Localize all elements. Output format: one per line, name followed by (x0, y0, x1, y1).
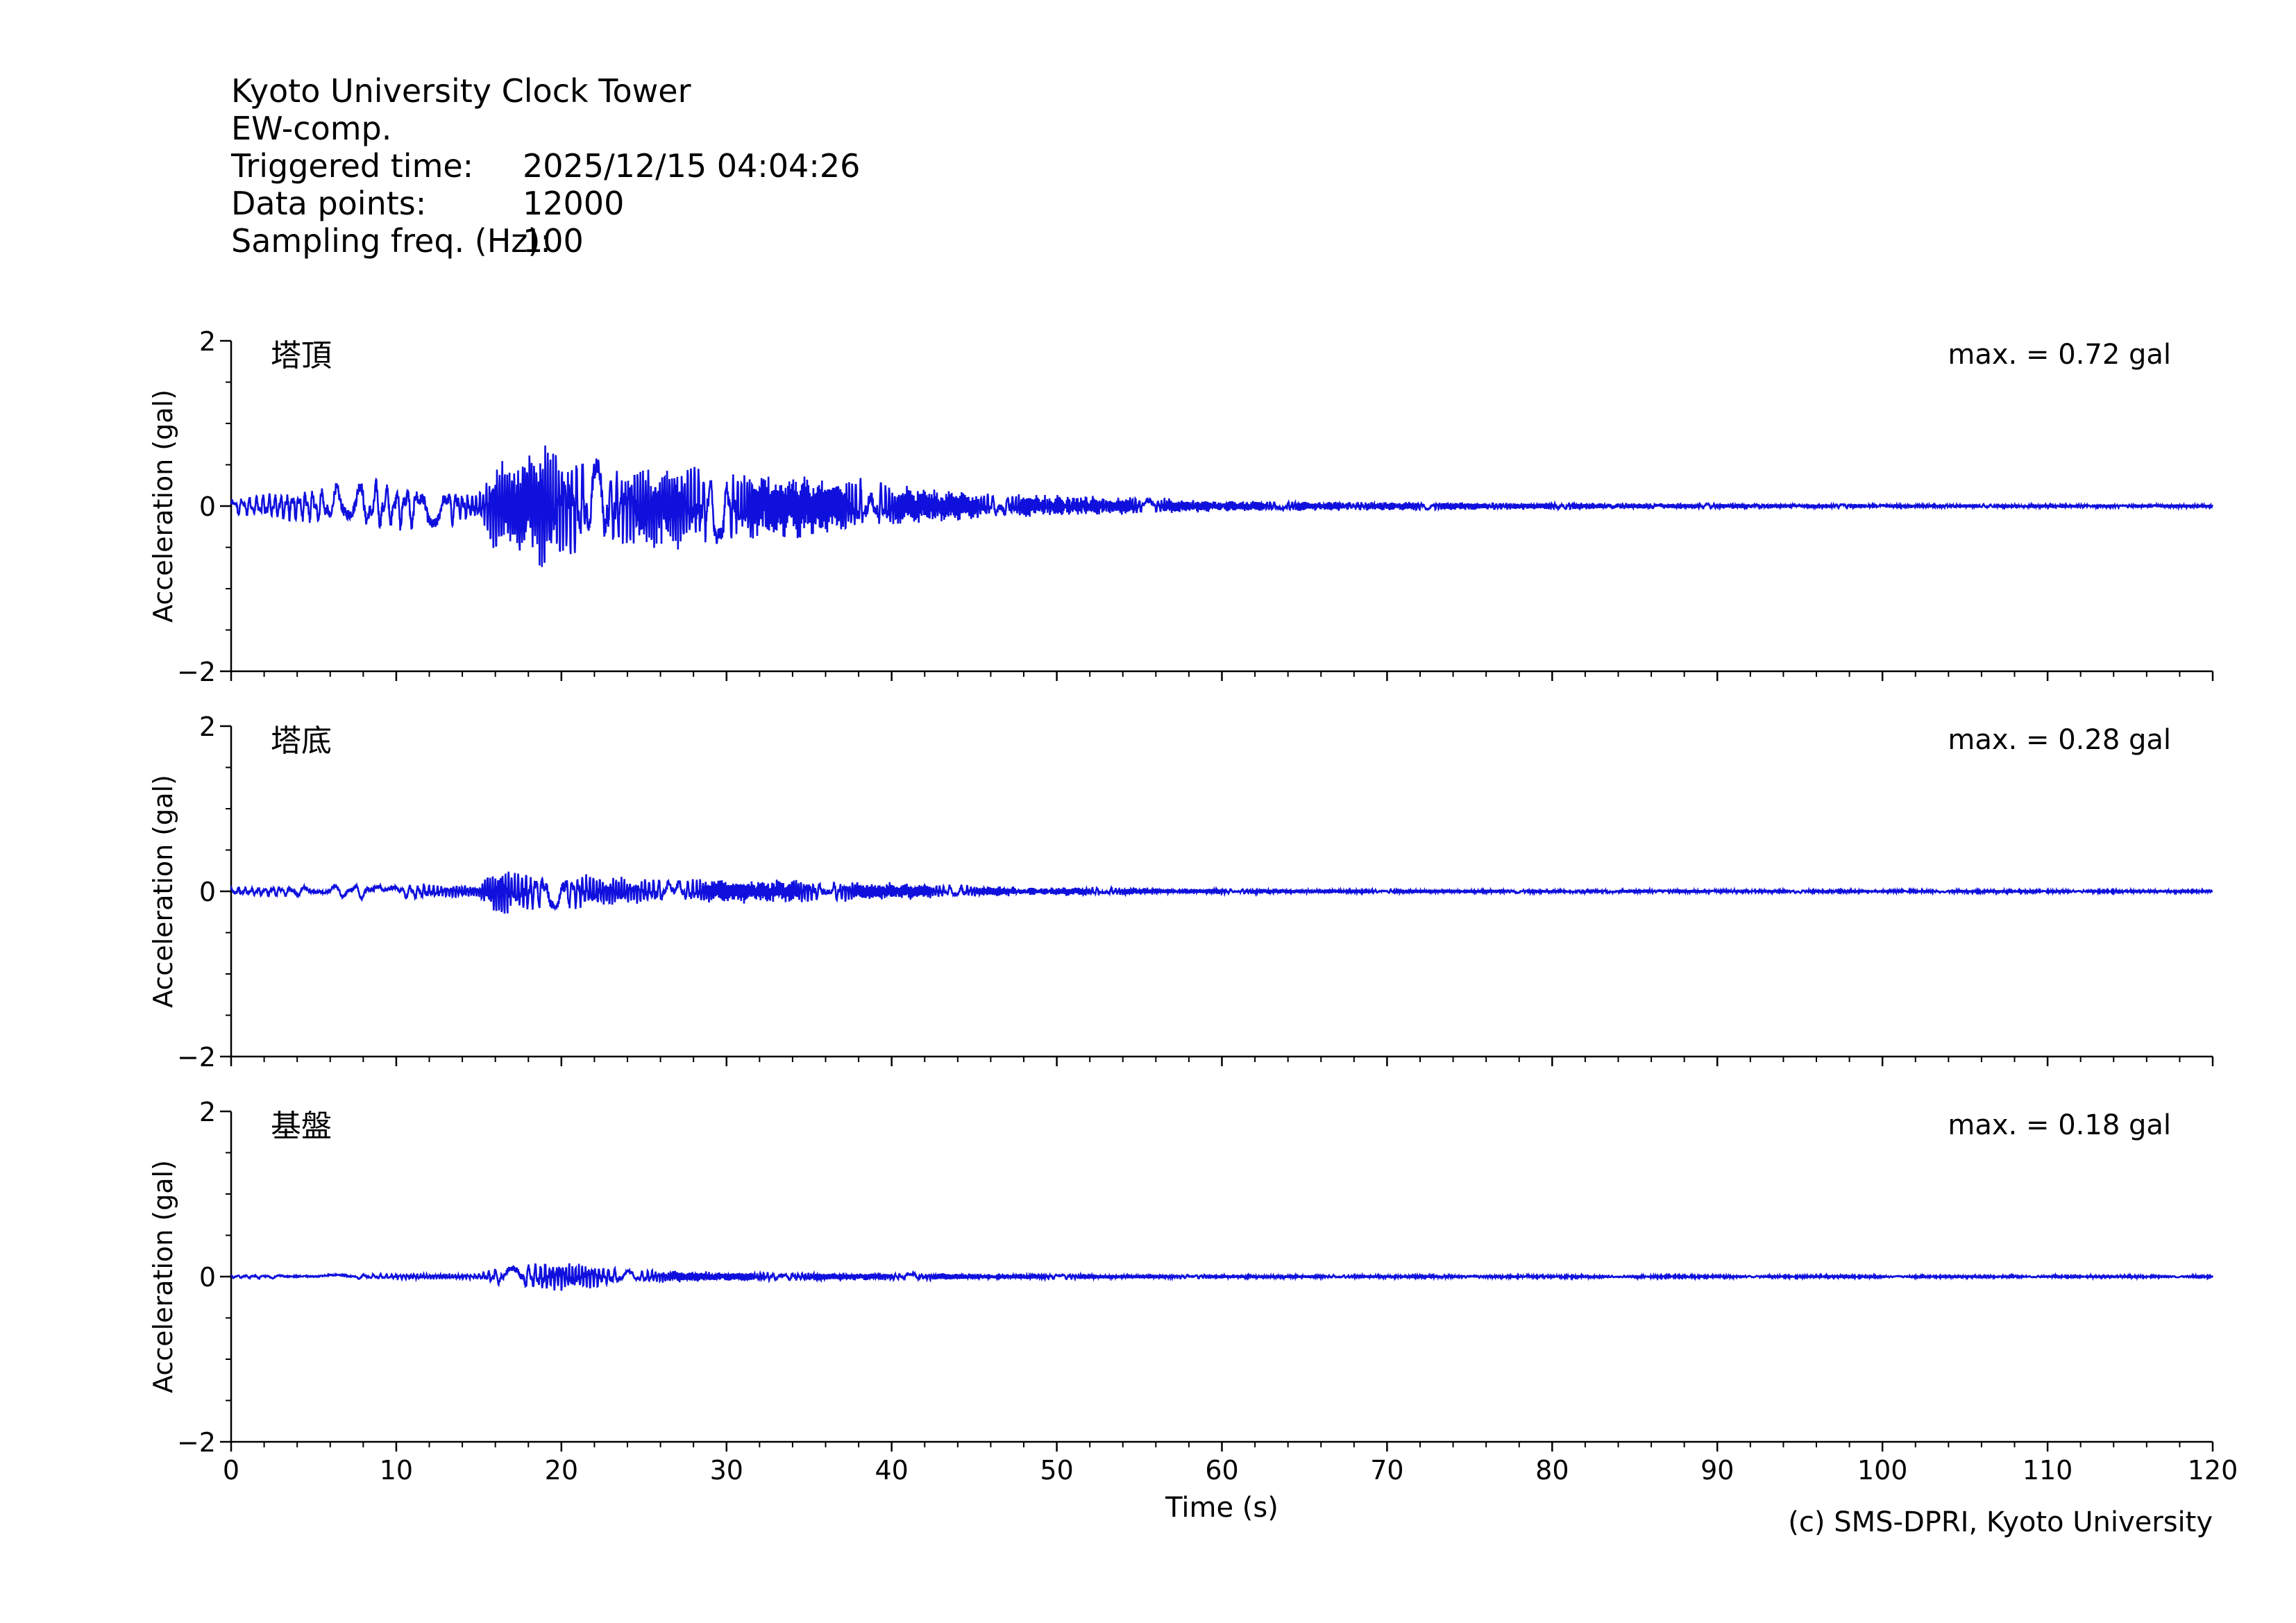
x-tick-label: 70 (1370, 1455, 1403, 1486)
x-axis-label: Time (s) (1165, 1492, 1278, 1524)
panel-label: 塔頂 (271, 338, 332, 373)
component-text: EW-comp. (231, 110, 392, 147)
station-name: Kyoto University Clock Tower (231, 72, 860, 110)
x-tick-label: 60 (1205, 1455, 1238, 1486)
y-tick-label: 2 (199, 1097, 216, 1127)
y-tick-label: 2 (199, 712, 216, 742)
sampling-freq-row: Sampling freq. (Hz): 100 (231, 222, 860, 260)
component-name: EW-comp. (231, 110, 860, 147)
panel-label: 塔底 (271, 723, 332, 759)
x-tick-label: 40 (875, 1455, 908, 1486)
y-tick-label: 2 (199, 326, 216, 357)
station-text: Kyoto University Clock Tower (231, 72, 691, 110)
data-points-label: Data points: (231, 185, 427, 222)
y-tick-label: −2 (177, 1427, 216, 1458)
triggered-time-value: 2025/12/15 04:04:26 (523, 147, 861, 185)
triggered-time-label: Triggered time: (231, 147, 474, 185)
sampling-freq-value: 100 (523, 222, 584, 260)
y-tick-label: −2 (177, 657, 216, 687)
waveform-trace (230, 445, 2213, 567)
header-block: Kyoto University Clock Tower EW-comp. Tr… (231, 72, 860, 260)
max-annotation: max. = 0.72 gal (1948, 339, 2171, 371)
sampling-freq-label: Sampling freq. (Hz): (231, 222, 551, 260)
x-tick-label: 20 (545, 1455, 578, 1486)
max-annotation: max. = 0.18 gal (1948, 1109, 2171, 1141)
x-tick-label: 10 (380, 1455, 413, 1486)
x-tick-label: 100 (1857, 1455, 1908, 1486)
panel-label: 基盤 (271, 1109, 332, 1144)
x-tick-label: 80 (1535, 1455, 1569, 1486)
credit-text: (c) SMS-DPRI, Kyoto University (1788, 1506, 2213, 1538)
y-axis-label: Acceleration (gal) (148, 389, 178, 623)
x-tick-label: 50 (1040, 1455, 1073, 1486)
data-points-row: Data points: 12000 (231, 185, 860, 222)
x-tick-label: 90 (1700, 1455, 1734, 1486)
y-tick-label: −2 (177, 1042, 216, 1073)
y-tick-label: 0 (199, 877, 216, 907)
y-axis-label: Acceleration (gal) (148, 1160, 178, 1393)
data-points-value: 12000 (523, 185, 625, 222)
waveform-trace (230, 1263, 2214, 1291)
y-tick-label: 0 (199, 491, 216, 522)
y-axis-label: Acceleration (gal) (148, 775, 178, 1008)
x-tick-label: 120 (2188, 1455, 2238, 1486)
triggered-time-row: Triggered time: 2025/12/15 04:04:26 (231, 147, 860, 185)
x-tick-label: 30 (710, 1455, 743, 1486)
y-tick-label: 0 (199, 1262, 216, 1293)
waveform-trace (230, 871, 2213, 914)
x-tick-label: 0 (223, 1455, 239, 1486)
x-tick-label: 110 (2023, 1455, 2073, 1486)
max-annotation: max. = 0.28 gal (1948, 724, 2171, 756)
